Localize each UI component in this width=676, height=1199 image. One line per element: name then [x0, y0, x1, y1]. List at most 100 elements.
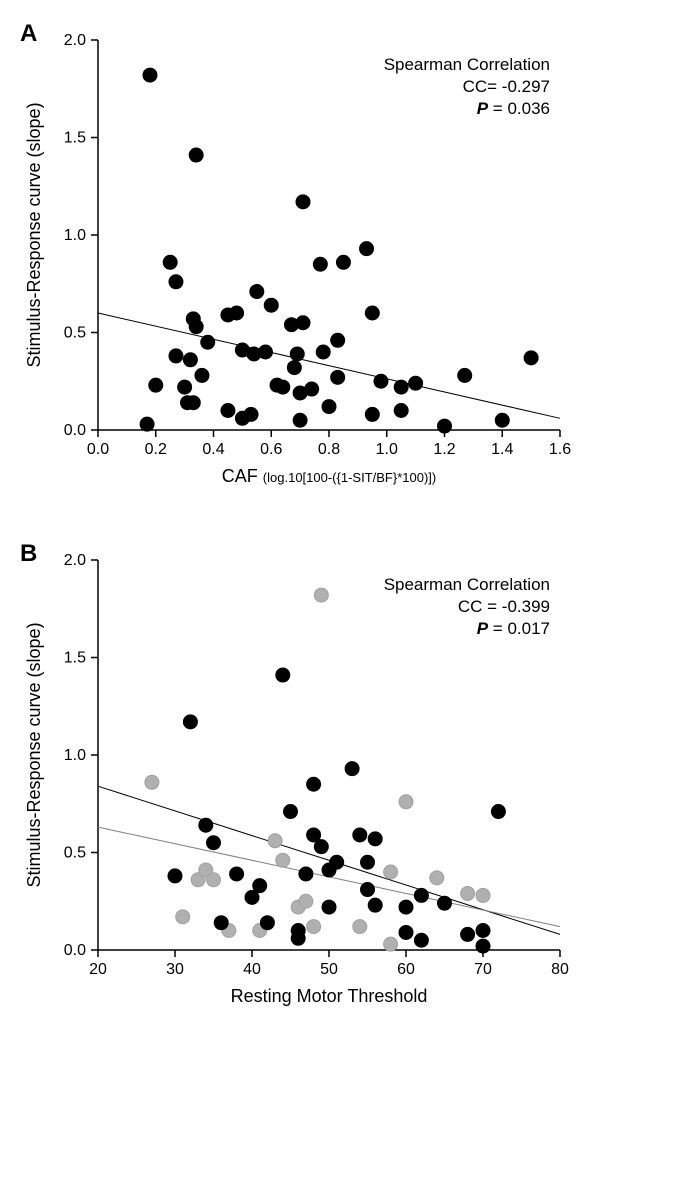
stats-line1: Spearman Correlation: [384, 575, 550, 594]
data-point: [143, 68, 157, 82]
data-point: [145, 775, 159, 789]
data-point: [207, 873, 221, 887]
figure: A0.00.20.40.60.81.01.21.41.60.00.51.01.5…: [20, 20, 656, 1020]
data-point: [345, 762, 359, 776]
data-point: [201, 335, 215, 349]
scatter-plot: 203040506070800.00.51.01.52.0Stimulus-Re…: [20, 540, 580, 1020]
data-point: [140, 417, 154, 431]
x-tick-label: 0.6: [260, 441, 282, 458]
x-tick-label: 0.4: [202, 441, 224, 458]
data-point: [199, 818, 213, 832]
y-tick-label: 0.0: [64, 422, 86, 439]
x-tick-label: 60: [397, 961, 415, 978]
data-point: [178, 380, 192, 394]
data-point: [461, 927, 475, 941]
stats-line3: P = 0.017: [477, 619, 550, 638]
data-point: [399, 900, 413, 914]
data-point: [361, 855, 375, 869]
data-point: [430, 871, 444, 885]
data-point: [287, 361, 301, 375]
data-point: [276, 853, 290, 867]
panel-label: A: [20, 20, 37, 48]
data-point: [260, 916, 274, 930]
data-point: [384, 937, 398, 951]
data-point: [221, 404, 235, 418]
data-point: [365, 306, 379, 320]
data-point: [290, 347, 304, 361]
data-point: [214, 916, 228, 930]
data-point: [336, 255, 350, 269]
data-point: [368, 898, 382, 912]
data-point: [253, 879, 267, 893]
data-point: [384, 865, 398, 879]
data-point: [183, 715, 197, 729]
data-point: [399, 925, 413, 939]
y-tick-label: 1.0: [64, 747, 86, 764]
x-tick-label: 50: [320, 961, 338, 978]
y-tick-label: 1.0: [64, 227, 86, 244]
data-point: [183, 353, 197, 367]
x-tick-label: 1.2: [433, 441, 455, 458]
x-tick-label: 80: [551, 961, 569, 978]
data-point: [414, 888, 428, 902]
x-tick-label: 30: [166, 961, 184, 978]
x-tick-label: 0.8: [318, 441, 340, 458]
panel-label: B: [20, 540, 37, 568]
x-tick-label: 0.0: [87, 441, 109, 458]
data-point: [491, 805, 505, 819]
data-point: [314, 840, 328, 854]
data-point: [230, 867, 244, 881]
data-point: [149, 378, 163, 392]
data-point: [461, 886, 475, 900]
x-tick-label: 20: [89, 961, 107, 978]
x-axis-title: CAF (log.10[100-({1-SIT/BF}*100)]): [222, 466, 436, 486]
data-point: [207, 836, 221, 850]
x-tick-label: 40: [243, 961, 261, 978]
data-point: [296, 316, 310, 330]
data-point: [314, 588, 328, 602]
data-point: [258, 345, 272, 359]
data-point: [163, 255, 177, 269]
panel-b: B203040506070800.00.51.01.52.0Stimulus-R…: [20, 540, 656, 1020]
data-point: [169, 275, 183, 289]
data-point: [186, 396, 200, 410]
y-tick-label: 1.5: [64, 130, 86, 147]
y-tick-label: 0.0: [64, 942, 86, 959]
data-point: [195, 368, 209, 382]
y-tick-label: 2.0: [64, 32, 86, 49]
y-tick-label: 0.5: [64, 325, 86, 342]
x-axis-title: Resting Motor Threshold: [231, 986, 428, 1006]
data-point: [322, 900, 336, 914]
data-point: [276, 380, 290, 394]
data-point: [331, 370, 345, 384]
data-point: [168, 869, 182, 883]
data-point: [176, 910, 190, 924]
data-point: [307, 920, 321, 934]
data-point: [438, 419, 452, 433]
data-point: [264, 298, 278, 312]
y-tick-label: 0.5: [64, 845, 86, 862]
data-point: [307, 777, 321, 791]
panel-a: A0.00.20.40.60.81.01.21.41.60.00.51.01.5…: [20, 20, 656, 500]
data-point: [316, 345, 330, 359]
data-point: [299, 867, 313, 881]
data-point: [353, 920, 367, 934]
y-axis-title: Stimulus-Response curve (slope): [24, 622, 44, 887]
x-tick-label: 70: [474, 961, 492, 978]
data-point: [524, 351, 538, 365]
x-tick-label: 1.0: [376, 441, 398, 458]
data-point: [189, 320, 203, 334]
stats-line2: CC= -0.297: [463, 77, 550, 96]
data-point: [476, 924, 490, 938]
data-point: [409, 376, 423, 390]
data-point: [268, 834, 282, 848]
y-tick-label: 1.5: [64, 650, 86, 667]
data-point: [291, 924, 305, 938]
data-point: [169, 349, 183, 363]
data-point: [299, 894, 313, 908]
data-point: [438, 896, 452, 910]
data-point: [394, 380, 408, 394]
data-point: [189, 148, 203, 162]
data-point: [361, 883, 375, 897]
data-point: [399, 795, 413, 809]
